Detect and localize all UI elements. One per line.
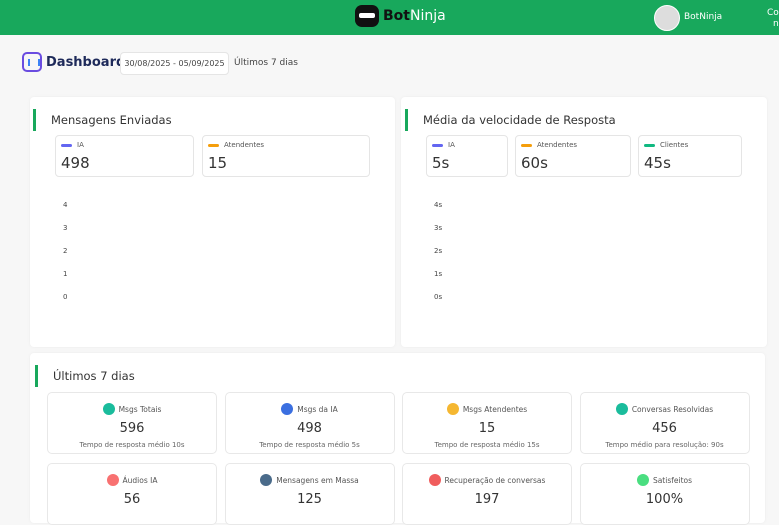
- card-label: Satisfeitos: [652, 475, 693, 485]
- y-tick: 0: [63, 293, 68, 301]
- card-label: Msgs Atendentes: [462, 404, 528, 414]
- paper-plane-icon: [260, 474, 273, 486]
- card-value: 456: [652, 421, 677, 436]
- botninja-logo[interactable]: BotNinja: [355, 5, 446, 27]
- ninja-icon: [355, 5, 379, 27]
- summary-card: Mensagens em Massa 125: [224, 463, 395, 525]
- stat-label: Atendentes: [537, 141, 578, 149]
- y-tick: 2s: [434, 247, 443, 255]
- card-header: Áudios IA: [48, 474, 216, 486]
- card-label: Recuperação de conversas: [444, 475, 546, 485]
- card-header: Msgs Atendentes: [403, 403, 571, 415]
- legend-swatch: [61, 143, 72, 147]
- cut-line-2: n: [773, 19, 779, 29]
- header-cut-text: Co n: [767, 8, 779, 30]
- card-subtext: Tempo de resposta médio 5s: [259, 441, 360, 449]
- robot-icon: [281, 403, 294, 415]
- card-subtext: Tempo médio para resolução: 90s: [605, 441, 724, 449]
- panel-title: Últimos 7 dias: [35, 365, 135, 387]
- stat-label: Atendentes: [224, 141, 265, 149]
- card-value: 596: [119, 421, 145, 436]
- card-subtext: Tempo de resposta médio 10s: [79, 441, 185, 449]
- stat-value: 15: [208, 154, 228, 172]
- panel-title: Média da velocidade de Resposta: [405, 109, 616, 131]
- page-title: Dashboard: [22, 52, 125, 72]
- stat-label: IA: [448, 141, 455, 149]
- speed-panel: Média da velocidade de Resposta IA 5s Ate…: [401, 97, 767, 347]
- stat-label: IA: [77, 141, 84, 149]
- y-tick: 4: [63, 201, 68, 209]
- y-tick: 4s: [434, 201, 443, 209]
- y-tick: 3: [63, 224, 68, 232]
- check-icon: [615, 403, 628, 415]
- summary-card: Msgs Atendentes 15 Tempo de resposta médio…: [402, 392, 572, 454]
- card-label: Mensagens em Massa: [276, 475, 359, 485]
- card-header: Msgs da IA: [226, 403, 394, 415]
- stat-value: 45s: [644, 154, 671, 172]
- stat-value: 60s: [521, 154, 548, 172]
- chat-bubble-icon: [102, 403, 115, 415]
- avatar[interactable]: [654, 5, 680, 31]
- stat-clientes: Clientes 45s: [638, 135, 742, 177]
- summary-card: Msgs da IA 498 Tempo de resposta médio 5s: [224, 392, 395, 454]
- card-header: Mensagens em Massa: [226, 474, 394, 486]
- stat-ia: IA 498: [55, 135, 194, 177]
- card-label: Conversas Resolvidas: [631, 404, 714, 414]
- card-header: Recuperação de conversas: [403, 474, 571, 486]
- card-value: 498: [297, 421, 322, 436]
- stat-ia: IA 5s: [426, 135, 508, 177]
- y-tick: 1s: [434, 270, 443, 278]
- card-value: 125: [297, 492, 322, 507]
- y-tick: 3s: [434, 224, 443, 232]
- logo-ninja: Ninja: [409, 8, 446, 24]
- stat-atendentes: Atendentes 60s: [515, 135, 631, 177]
- page-title-text: Dashboard: [46, 54, 126, 70]
- y-tick: 2: [63, 247, 68, 255]
- cut-line-1: Co: [767, 8, 779, 18]
- legend-swatch: [432, 143, 443, 147]
- y-tick: 0s: [434, 293, 443, 301]
- card-label: Msgs Totais: [118, 404, 162, 414]
- legend-swatch: [208, 143, 219, 147]
- card-subtext: Tempo de resposta médio 15s: [434, 441, 540, 449]
- location-pin-icon: [428, 474, 441, 486]
- card-value: 56: [123, 492, 141, 507]
- card-value: 197: [474, 492, 500, 507]
- legend-swatch: [521, 143, 532, 147]
- card-label: Áudios IA: [122, 475, 158, 485]
- microphone-icon: [106, 474, 119, 486]
- summary-card: Satisfeitos 100%: [579, 463, 750, 525]
- date-range-picker[interactable]: 30/08/2025 - 05/09/2025: [120, 52, 229, 75]
- card-header: Conversas Resolvidas: [581, 403, 749, 415]
- stat-value: 498: [61, 154, 90, 172]
- logo-bot: Bot: [383, 8, 410, 24]
- summary-card: Recuperação de conversas 197: [402, 463, 572, 525]
- period-label: Últimos 7 dias: [234, 58, 298, 68]
- card-value: 15: [478, 421, 496, 436]
- users-icon: [446, 403, 459, 415]
- card-header: Msgs Totais: [48, 403, 216, 415]
- messages-panel: Mensagens Enviadas IA 498 Atendentes 15 4 …: [30, 97, 395, 347]
- panel-title: Mensagens Enviadas: [33, 109, 172, 131]
- dashboard-icon: [22, 52, 42, 72]
- summary-card: Msgs Totais 596 Tempo de resposta médio 10…: [47, 392, 217, 454]
- summary-card: Áudios IA 56: [47, 463, 217, 525]
- card-label: Msgs da IA: [297, 404, 338, 414]
- stat-label: Clientes: [660, 141, 689, 149]
- card-value: 100%: [645, 492, 684, 507]
- smiley-icon: [636, 474, 649, 486]
- card-header: Satisfeitos: [581, 474, 749, 486]
- stat-atendentes: Atendentes 15: [202, 135, 370, 177]
- legend-swatch: [644, 143, 655, 147]
- user-name[interactable]: BotNinja: [684, 12, 723, 22]
- summary-card: Conversas Resolvidas 456 Tempo médio para …: [579, 392, 750, 454]
- summary-panel: Últimos 7 dias Msgs Totais 596 Tempo de re…: [30, 353, 765, 525]
- y-tick: 1: [63, 270, 68, 278]
- top-bar: BotNinja BotNinja Co n: [0, 0, 779, 35]
- stat-value: 5s: [432, 154, 450, 172]
